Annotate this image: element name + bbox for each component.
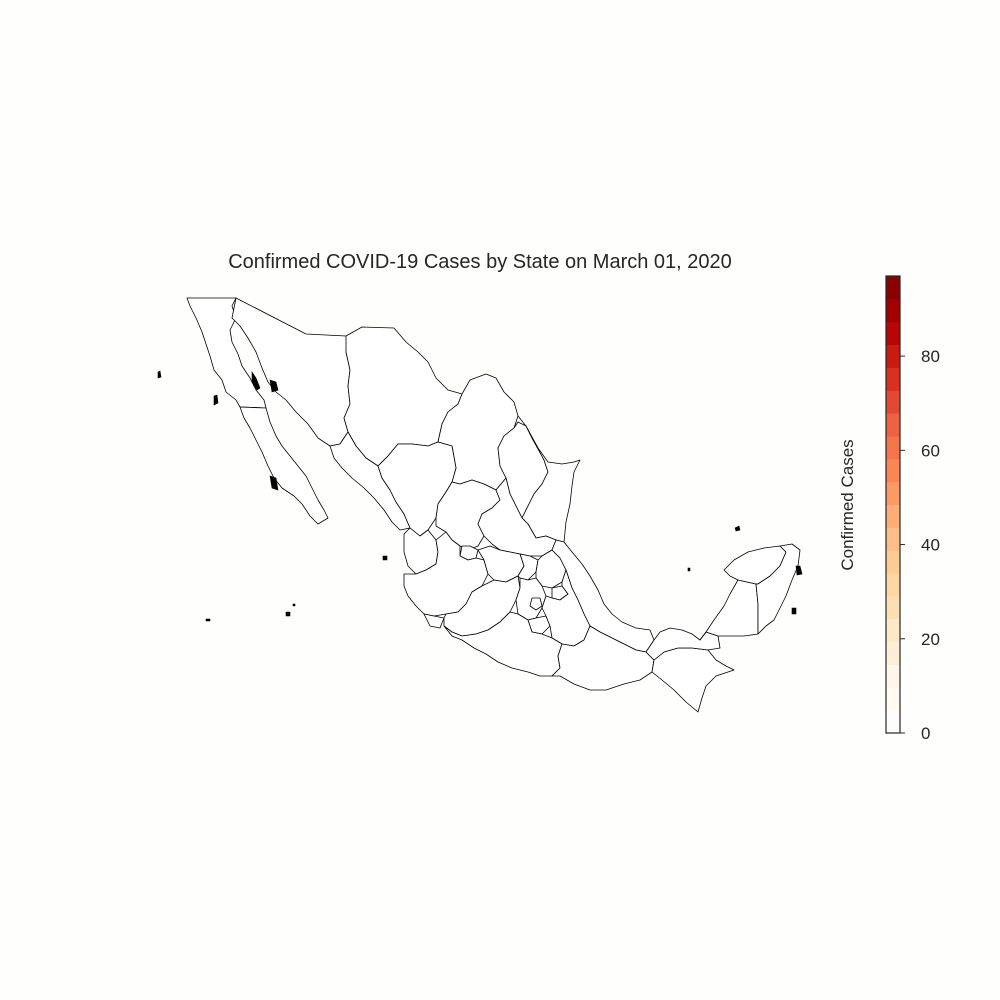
state-zacatecas[interactable]: [435, 479, 501, 551]
state-baja-california-sur[interactable]: [239, 406, 329, 525]
colorbar-band: [886, 595, 900, 620]
colorbar-band: [886, 458, 900, 483]
colorbar-frame: [885, 275, 901, 734]
state-quintana-roo[interactable]: [755, 543, 801, 635]
colorbar-band: [886, 664, 900, 688]
island-chinchorro: [791, 607, 797, 615]
colorbar-band: [886, 504, 900, 528]
colorbar-tick-label: 80: [921, 347, 940, 366]
colorbar-band: [886, 344, 900, 368]
colorbar-band: [886, 481, 900, 505]
state-chiapas[interactable]: [651, 647, 735, 713]
colorbar-band: [886, 641, 900, 665]
colorbar: 0 20 40 60 80 Confirmed Cases: [838, 275, 940, 743]
state-campeche[interactable]: [699, 579, 759, 641]
state-mexico[interactable]: [515, 577, 547, 621]
state-san-luis-potosi[interactable]: [477, 477, 557, 557]
island-maria: [382, 555, 388, 561]
state-colima[interactable]: [423, 613, 445, 629]
island-espiritu-santo: [269, 475, 279, 491]
colorbar-band: [886, 687, 900, 711]
colorbar-tick-label: 20: [921, 630, 940, 649]
mexico-map: [157, 297, 803, 713]
colorbar-band: [886, 618, 900, 643]
island-angel-de-la-guarda: [251, 371, 261, 391]
colorbar-band: [886, 321, 900, 346]
colorbar-band: [886, 550, 900, 574]
chart-title: Confirmed COVID-19 Cases by State on Mar…: [228, 251, 732, 273]
island-revillagigedo-3: [292, 603, 296, 607]
state-ciudad-de-mexico[interactable]: [529, 597, 543, 611]
colorbar-tick-label: 60: [921, 441, 940, 460]
island-tiburon: [269, 379, 279, 393]
colorbar-band: [886, 573, 900, 597]
island-alacranes: [734, 525, 741, 532]
island-revillagigedo-1: [285, 611, 291, 617]
island-cedros: [213, 394, 219, 406]
colorbar-label: Confirmed Cases: [838, 439, 857, 570]
colorbar-band: [886, 298, 900, 323]
colorbar-band: [886, 435, 900, 460]
colorbar-band: [886, 367, 900, 391]
colorbar-tick-label: 40: [921, 536, 940, 555]
colorbar-band: [886, 390, 900, 414]
colorbar-band: [886, 276, 900, 300]
colorbar-band: [886, 413, 900, 437]
colorbar-ticks: 0 20 40 60 80: [900, 347, 940, 743]
colorbar-band: [886, 710, 900, 734]
island-revillagigedo-2: [205, 618, 211, 622]
island-cozumel: [795, 565, 803, 576]
colorbar-gradient: [886, 276, 900, 734]
island-gulf-small: [687, 567, 691, 572]
colorbar-tick-label: 0: [921, 724, 930, 743]
island-guadalupe: [157, 370, 162, 379]
colorbar-band: [886, 527, 900, 551]
